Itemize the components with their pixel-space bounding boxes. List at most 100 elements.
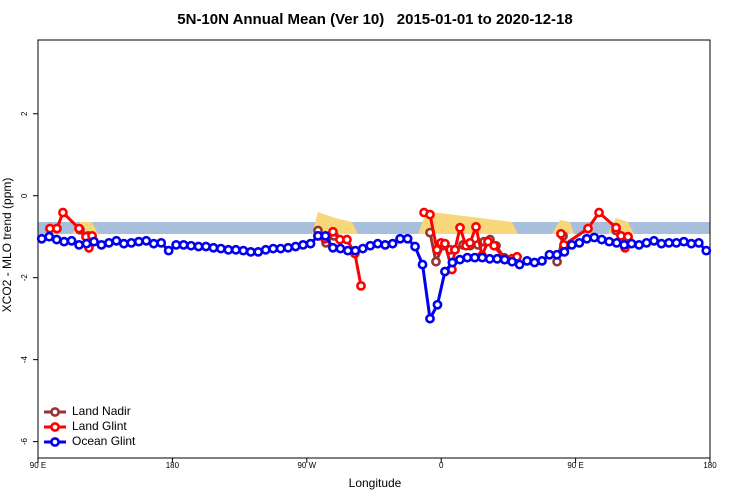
data-point [489, 240, 499, 251]
data-point [465, 237, 475, 248]
data-point [566, 240, 577, 250]
data-point [133, 236, 144, 247]
data-point [313, 230, 323, 241]
legend-label: Land Nadir [72, 404, 131, 418]
plot-frame [37, 39, 711, 459]
data-point [208, 242, 219, 253]
data-point [432, 299, 443, 310]
data-point [499, 254, 510, 265]
data-point [156, 237, 167, 248]
data-point [641, 237, 652, 248]
data-point [581, 233, 592, 244]
data-point [686, 238, 697, 249]
data-point [626, 238, 637, 249]
data-point [492, 253, 503, 264]
data-point [163, 245, 174, 256]
data-point [51, 234, 62, 245]
data-point [417, 259, 428, 270]
data-point [356, 280, 366, 291]
data-point [230, 244, 241, 255]
data-point [74, 240, 84, 250]
data-point [589, 232, 600, 243]
x-tick-label: 180 [703, 461, 717, 470]
data-point [342, 245, 353, 256]
x-tick-label: 90 E [567, 461, 583, 470]
y-axis-label: XCO2 - MLO trend (ppm) [0, 178, 14, 313]
data-point [649, 235, 659, 246]
data-point [89, 236, 99, 247]
data-point [335, 243, 346, 254]
data-point [469, 252, 480, 263]
data-point [634, 240, 644, 250]
data-point [193, 241, 204, 252]
data-point [574, 237, 585, 248]
x-tick-label: 90 E [30, 461, 46, 470]
data-point [118, 238, 129, 249]
data-point [126, 237, 137, 248]
data-point [328, 242, 338, 253]
data-point [522, 255, 532, 266]
data-point [141, 235, 152, 246]
data-point [290, 241, 301, 252]
data-point [223, 244, 234, 255]
data-point [52, 223, 62, 234]
x-tick-label: 180 [166, 461, 180, 470]
ocean-band [38, 222, 710, 234]
data-point [201, 241, 211, 252]
data-point [471, 221, 481, 232]
data-point [350, 245, 361, 256]
data-point [529, 257, 540, 268]
data-point [395, 233, 406, 244]
data-point [44, 231, 55, 242]
data-point [298, 240, 308, 250]
data-point [96, 240, 107, 250]
legend-marker [50, 407, 60, 417]
data-point [596, 234, 607, 245]
data-point [611, 222, 621, 233]
data-point [328, 226, 338, 237]
data-point [431, 256, 441, 267]
legend-marker [50, 422, 60, 432]
data-point [611, 237, 622, 248]
x-tick-label: 0 [439, 461, 444, 470]
data-point [253, 246, 264, 257]
data-point [357, 243, 368, 254]
data-point [455, 222, 465, 233]
data-point [623, 231, 633, 242]
data-point [432, 244, 442, 255]
data-point [594, 207, 604, 218]
data-point [305, 238, 316, 249]
data-point [59, 236, 70, 247]
data-point [66, 235, 77, 246]
data-point [664, 237, 674, 248]
data-point [216, 243, 226, 254]
data-point [148, 238, 159, 249]
data-point [462, 252, 473, 263]
data-point [178, 240, 189, 250]
data-point [238, 245, 249, 256]
data-point [447, 257, 458, 268]
land-patch [418, 212, 518, 234]
data-point [104, 237, 114, 248]
data-point [74, 223, 84, 234]
data-point [671, 237, 682, 248]
data-point [380, 240, 391, 250]
data-point [81, 238, 92, 249]
data-point [320, 230, 331, 241]
data-point [342, 234, 352, 245]
data-point [656, 238, 667, 249]
data-point [425, 209, 435, 220]
data-point [268, 243, 279, 254]
legend-marker [50, 437, 60, 447]
legend-label: Ocean Glint [72, 434, 136, 448]
data-point [275, 243, 286, 254]
data-point [693, 237, 704, 248]
data-point [544, 249, 555, 260]
data-point [678, 236, 689, 247]
y-tick-label: -2 [20, 274, 29, 282]
data-point [440, 266, 450, 277]
data-point [477, 252, 488, 263]
y-tick-label: -4 [20, 356, 29, 364]
